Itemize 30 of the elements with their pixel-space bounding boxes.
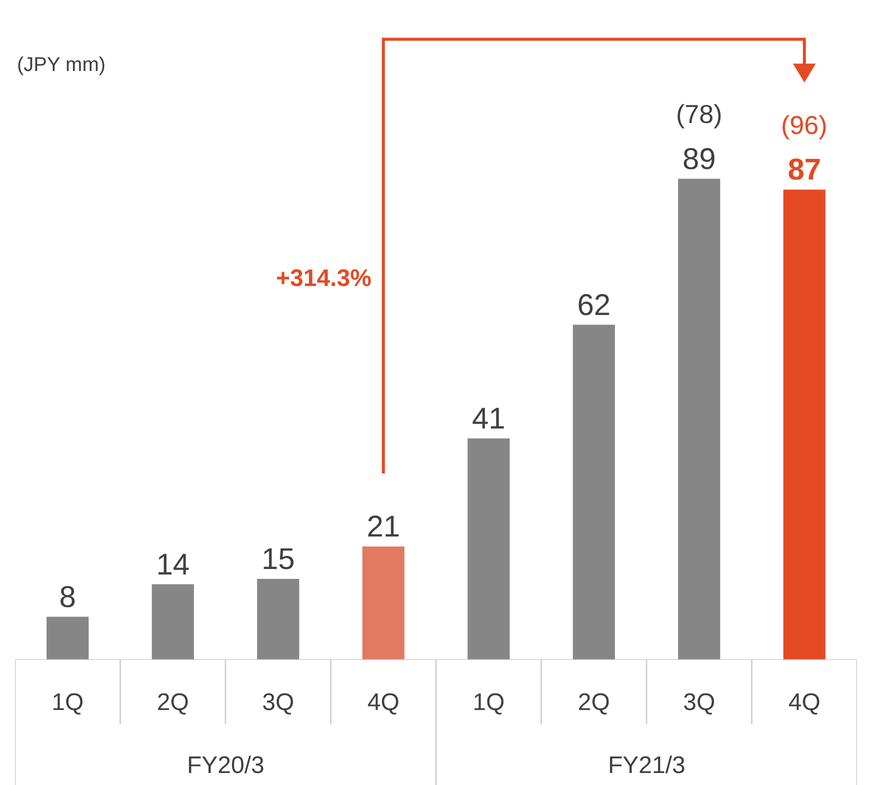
data-label: 21: [366, 510, 400, 544]
x-tick-label: 3Q: [262, 689, 294, 716]
bar: [257, 578, 300, 660]
data-label: 8: [59, 580, 76, 614]
text: FY20/3: [187, 752, 264, 779]
text: (78): [676, 99, 722, 129]
bar: [152, 584, 194, 660]
text: (96): [781, 110, 828, 140]
x-tick-label: 2Q: [156, 689, 189, 716]
data-label: 15: [261, 542, 295, 576]
bar: [46, 616, 89, 660]
bar: [362, 546, 404, 660]
x-tick-label: 3Q: [683, 689, 716, 716]
bar: [678, 178, 720, 660]
data-label: 62: [577, 288, 611, 322]
bar: [468, 438, 510, 660]
data-label: 41: [472, 402, 506, 436]
bar: [783, 190, 826, 660]
x-tick-label: 1Q: [52, 689, 84, 716]
x-tick-label: 4Q: [367, 689, 400, 716]
x-tick-label: 4Q: [788, 689, 820, 716]
text: FY21/3: [608, 752, 686, 779]
data-label: 89: [682, 142, 716, 176]
x-tick-label: 2Q: [578, 689, 610, 716]
data-label: 14: [156, 548, 190, 582]
annotation: +314.3%: [276, 265, 372, 292]
bar: [572, 324, 615, 660]
text: (JPY mm): [17, 54, 106, 76]
x-tick-label: 1Q: [472, 689, 505, 716]
data-label: 87: [788, 154, 822, 187]
